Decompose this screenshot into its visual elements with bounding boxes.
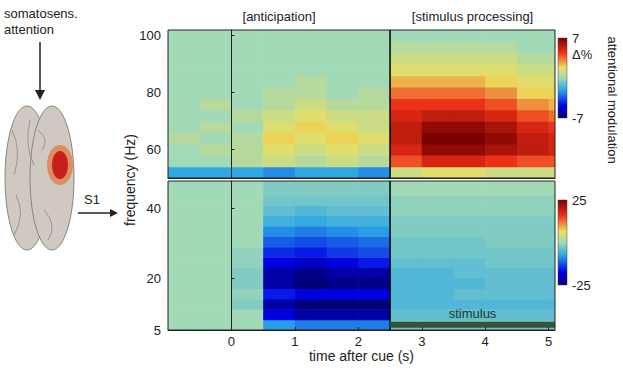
svg-text:5: 5 <box>545 334 552 349</box>
svg-text:20: 20 <box>147 271 161 286</box>
svg-text:7: 7 <box>572 31 579 46</box>
svg-text:-25: -25 <box>572 278 591 293</box>
svg-text:time after cue (s): time after cue (s) <box>309 348 414 364</box>
svg-text:40: 40 <box>147 201 161 216</box>
svg-text:3: 3 <box>418 334 425 349</box>
svg-text:100: 100 <box>139 28 161 43</box>
svg-text:0: 0 <box>228 334 235 349</box>
svg-text:[stimulus processing]: [stimulus processing] <box>412 9 533 24</box>
svg-text:Δ%: Δ% <box>572 47 593 62</box>
svg-text:1: 1 <box>291 334 298 349</box>
svg-text:S1: S1 <box>84 192 100 207</box>
svg-text:80: 80 <box>147 85 161 100</box>
svg-text:5: 5 <box>154 323 161 338</box>
svg-text:-7: -7 <box>572 111 584 126</box>
svg-text:2: 2 <box>355 334 362 349</box>
svg-text:attentional modulation: attentional modulation <box>605 36 620 163</box>
svg-text:60: 60 <box>147 142 161 157</box>
svg-text:25: 25 <box>572 193 586 208</box>
svg-text:somatosens.: somatosens. <box>4 6 78 21</box>
svg-text:frequency (Hz): frequency (Hz) <box>122 134 138 226</box>
svg-text:attention: attention <box>4 22 54 37</box>
svg-text:[anticipation]: [anticipation] <box>243 9 316 24</box>
svg-text:4: 4 <box>482 334 489 349</box>
svg-text:stimulus: stimulus <box>449 306 497 321</box>
